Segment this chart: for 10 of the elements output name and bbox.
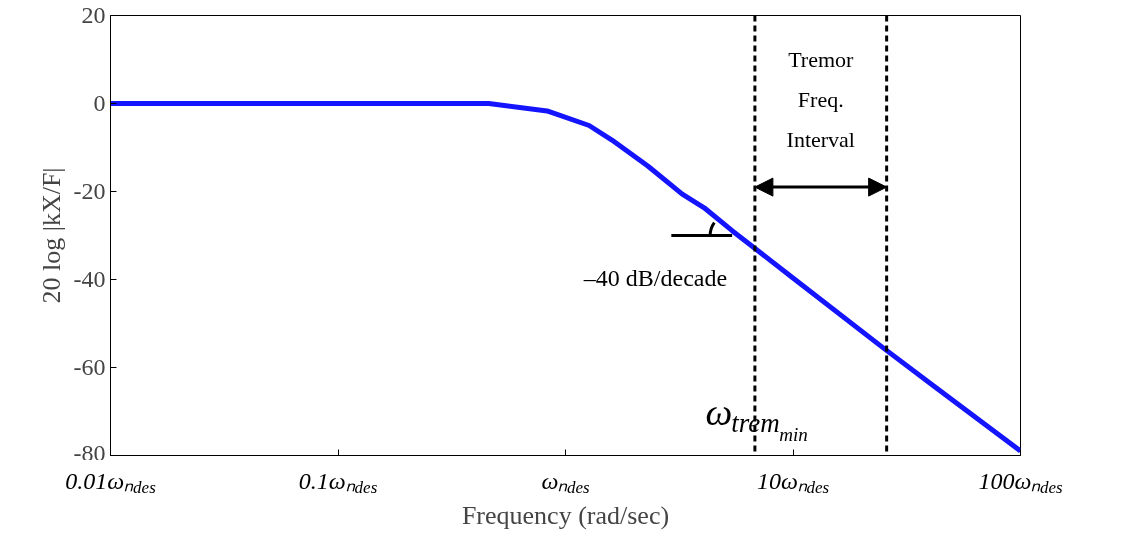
x-axis-title: Frequency (rad/sec)	[461, 500, 670, 530]
y-tick-label: -60	[73, 354, 106, 380]
y-tick-label: -20	[73, 178, 106, 204]
annotation: –40 dB/decade	[582, 264, 728, 291]
y-tick-label: 0	[93, 90, 106, 116]
annotation: Tremor Freq. Interval	[786, 46, 855, 152]
y-tick-label: -80	[73, 439, 106, 466]
y-tick-label: 20	[81, 2, 106, 28]
y-axis-title: 20 log |kX/F|	[36, 167, 66, 304]
y-tick-label: -40	[73, 266, 106, 292]
